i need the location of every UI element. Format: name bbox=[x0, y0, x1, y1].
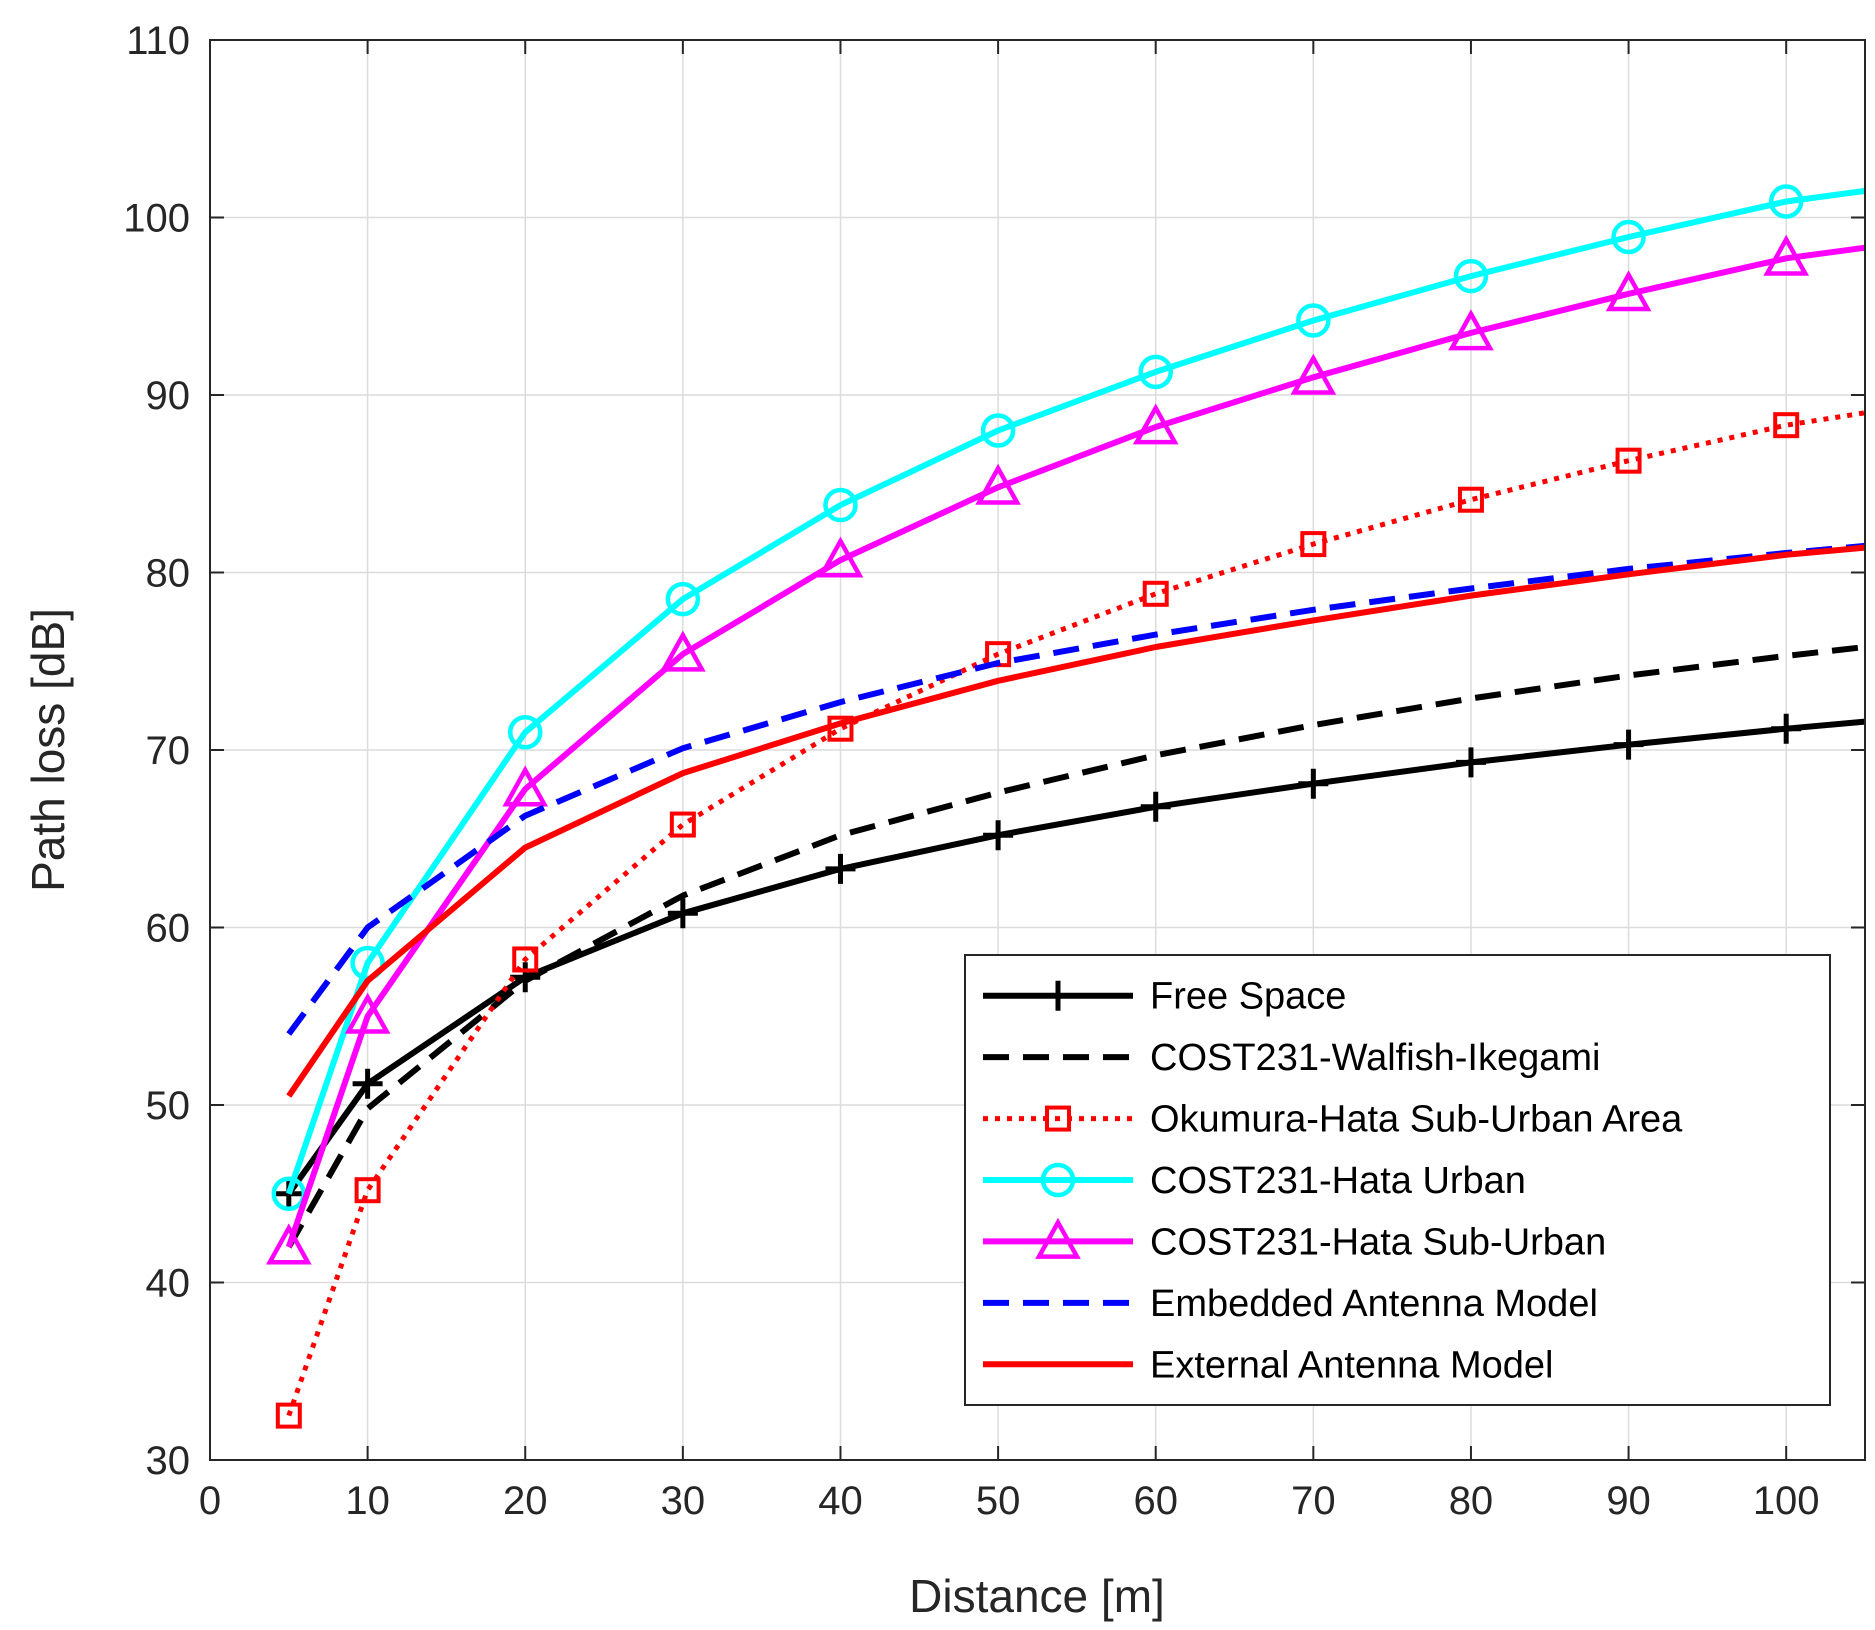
data-point-cost231-hata-urban bbox=[1296, 303, 1331, 338]
legend-entry: External Antenna Model bbox=[1150, 1344, 1554, 1386]
data-point-cost231-hata-sub-urban bbox=[660, 630, 706, 672]
data-point-cost231-hata-sub-urban bbox=[975, 463, 1021, 505]
x-tick-label: 10 bbox=[345, 1479, 390, 1523]
x-tick-label: 0 bbox=[199, 1479, 221, 1523]
legend-entry: COST231-Hata Sub-Urban bbox=[1150, 1221, 1606, 1263]
legend-entry: Free Space bbox=[1150, 976, 1346, 1018]
legend-marker bbox=[1040, 1162, 1076, 1198]
y-tick-label: 70 bbox=[146, 729, 191, 773]
x-tick-label: 70 bbox=[1291, 1479, 1336, 1523]
data-point-free-space bbox=[352, 1068, 383, 1099]
series-cost231-hata-urban bbox=[271, 184, 1866, 1211]
y-tick-label: 110 bbox=[126, 19, 190, 63]
x-tick-label: 100 bbox=[1753, 1479, 1820, 1523]
data-point-free-space bbox=[667, 898, 698, 929]
data-point-cost231-hata-urban bbox=[1611, 219, 1646, 255]
data-point-free-space bbox=[1455, 747, 1486, 778]
data-point-okumura-hata-sub-urban-area bbox=[275, 1402, 302, 1429]
data-point-cost231-hata-sub-urban bbox=[1290, 353, 1337, 395]
y-tick-label: 80 bbox=[146, 552, 191, 596]
data-point-cost231-hata-urban bbox=[507, 715, 543, 750]
series-line-cost231-hata-urban bbox=[285, 187, 1866, 1195]
x-tick-label: 40 bbox=[818, 1479, 863, 1523]
x-axis-label: Distance [m] bbox=[909, 1570, 1165, 1622]
x-tick-label: 60 bbox=[1133, 1479, 1178, 1523]
legend-entry: COST231-Walfish-Ikegami bbox=[1150, 1037, 1601, 1079]
data-point-cost231-hata-urban bbox=[271, 1176, 307, 1211]
data-point-cost231-hata-sub-urban bbox=[1448, 309, 1494, 351]
data-point-okumura-hata-sub-urban-area bbox=[512, 946, 539, 973]
legend-marker bbox=[1045, 1105, 1071, 1132]
data-point-okumura-hata-sub-urban-area bbox=[1773, 412, 1800, 439]
series-line-free-space bbox=[286, 718, 1866, 1196]
data-point-cost231-hata-sub-urban bbox=[1605, 270, 1652, 312]
x-tick-label: 30 bbox=[661, 1479, 706, 1523]
data-point-cost231-hata-urban bbox=[665, 581, 701, 617]
y-tick-label: 100 bbox=[123, 197, 190, 241]
x-tick-label: 50 bbox=[976, 1479, 1021, 1523]
data-point-cost231-hata-sub-urban bbox=[817, 536, 864, 578]
data-point-cost231-hata-urban bbox=[823, 487, 858, 523]
data-point-okumura-hata-sub-urban-area bbox=[1615, 447, 1642, 474]
series-line-external-antenna-model bbox=[286, 544, 1866, 1098]
data-point-free-space bbox=[983, 820, 1014, 851]
data-point-cost231-hata-sub-urban bbox=[344, 992, 391, 1034]
data-point-okumura-hata-sub-urban-area bbox=[354, 1177, 381, 1204]
legend-marker bbox=[1035, 1217, 1081, 1259]
legend-entry: Embedded Antenna Model bbox=[1150, 1283, 1598, 1325]
y-tick-label: 40 bbox=[146, 1262, 191, 1306]
data-point-okumura-hata-sub-urban-area bbox=[669, 811, 696, 838]
data-point-free-space bbox=[1298, 768, 1329, 799]
data-point-free-space bbox=[825, 853, 856, 884]
data-point-cost231-hata-sub-urban bbox=[502, 765, 549, 807]
data-point-okumura-hata-sub-urban-area bbox=[1457, 486, 1484, 513]
legend-marker bbox=[1043, 980, 1073, 1011]
data-point-cost231-hata-urban bbox=[1453, 258, 1489, 294]
series-line-cost231-hata-sub-urban bbox=[285, 244, 1866, 1248]
series-line-okumura-hata-sub-urban-area bbox=[286, 410, 1866, 1417]
ticks: 0 10 20 30 40 50 60 70 80 90 100 30 40 50 60 70 80 90 100 1… bbox=[123, 19, 1865, 1523]
data-point-okumura-hata-sub-urban-area bbox=[1300, 531, 1327, 558]
x-tick-label: 80 bbox=[1449, 1479, 1494, 1523]
y-tick-label: 50 bbox=[146, 1084, 191, 1128]
data-point-cost231-hata-sub-urban bbox=[265, 1223, 312, 1265]
y-axis-label: Path loss [dB] bbox=[22, 608, 74, 892]
series-cost231-hata-sub-urban bbox=[265, 234, 1866, 1265]
y-tick-label: 30 bbox=[146, 1439, 191, 1483]
series-line-embedded-antenna-model bbox=[286, 542, 1866, 1036]
series-embedded-antenna-model bbox=[286, 542, 1866, 1036]
series-layer bbox=[265, 184, 1866, 1429]
y-tick-label: 90 bbox=[146, 374, 191, 418]
data-point-cost231-hata-sub-urban bbox=[1763, 234, 1810, 276]
data-point-cost231-hata-urban bbox=[980, 413, 1016, 448]
legend-entry: Okumura-Hata Sub-Urban Area bbox=[1150, 1099, 1683, 1141]
data-point-free-space bbox=[1140, 791, 1171, 822]
data-point-free-space bbox=[1613, 729, 1644, 760]
legend-entry: COST231-Hata Urban bbox=[1150, 1160, 1526, 1202]
y-tick-label: 60 bbox=[146, 907, 191, 951]
data-point-okumura-hata-sub-urban-area bbox=[1142, 580, 1169, 607]
x-tick-label: 20 bbox=[503, 1479, 548, 1523]
data-point-cost231-hata-urban bbox=[1768, 184, 1804, 219]
series-external-antenna-model bbox=[286, 544, 1866, 1098]
data-point-cost231-hata-urban bbox=[1138, 354, 1173, 390]
legend: Free Space COST231-Walfish-Ikegami Okumura… bbox=[964, 954, 1831, 1406]
data-point-free-space bbox=[1771, 713, 1802, 744]
series-okumura-hata-sub-urban-area bbox=[275, 410, 1866, 1429]
x-tick-label: 90 bbox=[1606, 1479, 1651, 1523]
data-point-cost231-hata-sub-urban bbox=[1132, 403, 1179, 445]
